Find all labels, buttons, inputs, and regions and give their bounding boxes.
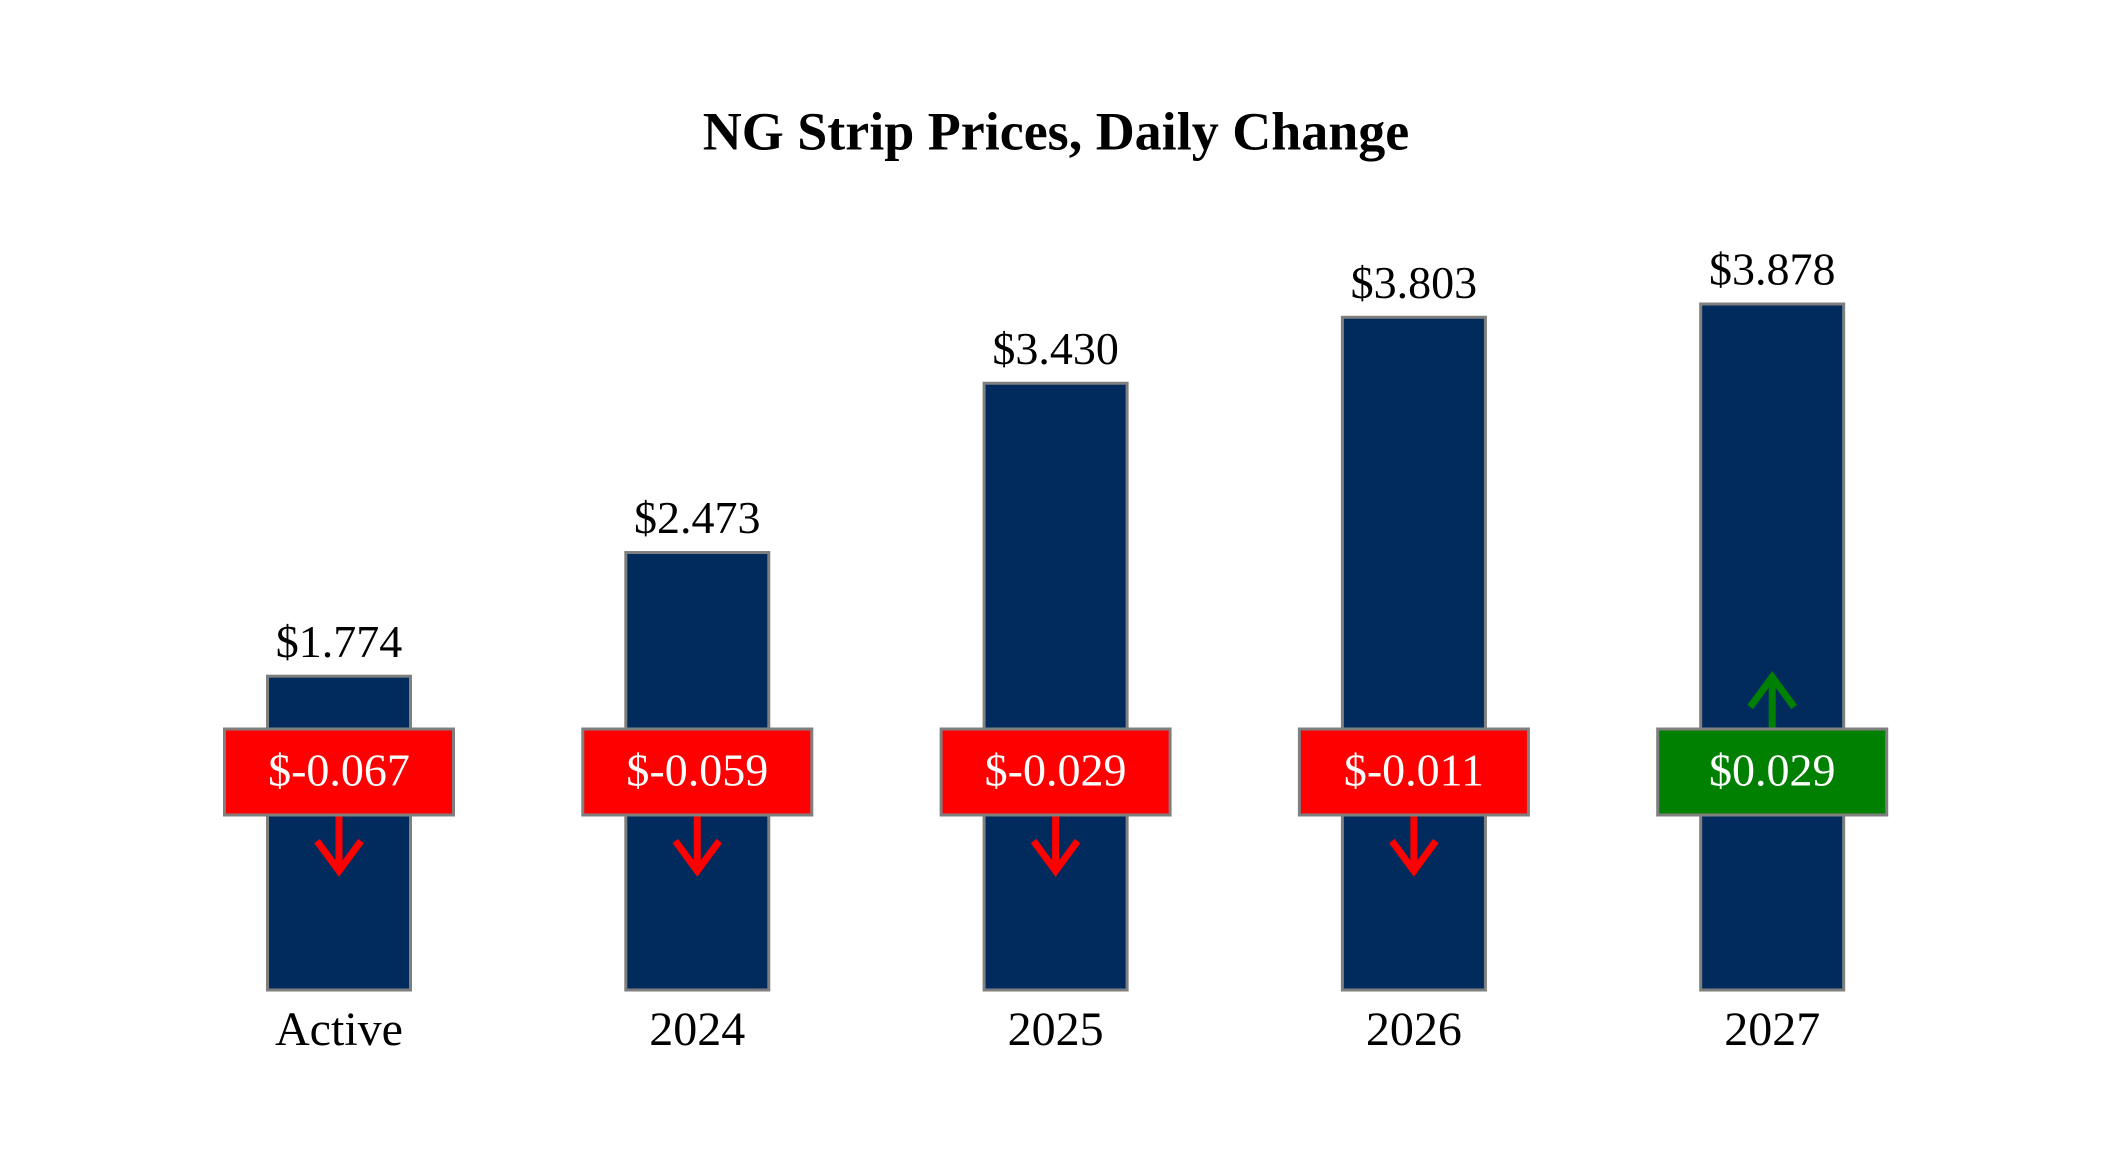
change-arrow	[1030, 815, 1081, 877]
change-arrow	[1747, 671, 1798, 729]
bar	[982, 381, 1129, 992]
x-tick-label: 2026	[1366, 1003, 1462, 1056]
value-label: $2.473	[634, 492, 761, 543]
change-arrow	[672, 815, 723, 877]
x-tick-label: 2027	[1724, 1003, 1820, 1056]
bar	[1340, 315, 1487, 992]
change-label: $-0.067	[268, 745, 410, 796]
change-box	[939, 727, 1172, 817]
x-tick-label: Active	[275, 1003, 403, 1056]
change-box	[1297, 727, 1530, 817]
chart-title: NG Strip Prices, Daily Change	[703, 101, 1409, 161]
value-label: $3.430	[992, 323, 1119, 374]
value-label: $1.774	[276, 616, 403, 667]
change-arrow	[314, 815, 364, 877]
change-label: $0.029	[1709, 745, 1836, 796]
value-label: $3.878	[1709, 244, 1836, 295]
x-tick-label: 2024	[649, 1003, 745, 1056]
value-label: $3.803	[1351, 257, 1478, 308]
change-label: $-0.059	[626, 745, 768, 796]
change-box	[581, 727, 814, 817]
change-label: $-0.011	[1344, 745, 1484, 796]
change-arrow	[1389, 815, 1439, 877]
change-box	[1656, 727, 1889, 817]
bar	[1699, 302, 1846, 992]
x-tick-label: 2025	[1008, 1003, 1104, 1056]
change-box	[223, 727, 455, 817]
change-label: $-0.029	[985, 745, 1127, 796]
